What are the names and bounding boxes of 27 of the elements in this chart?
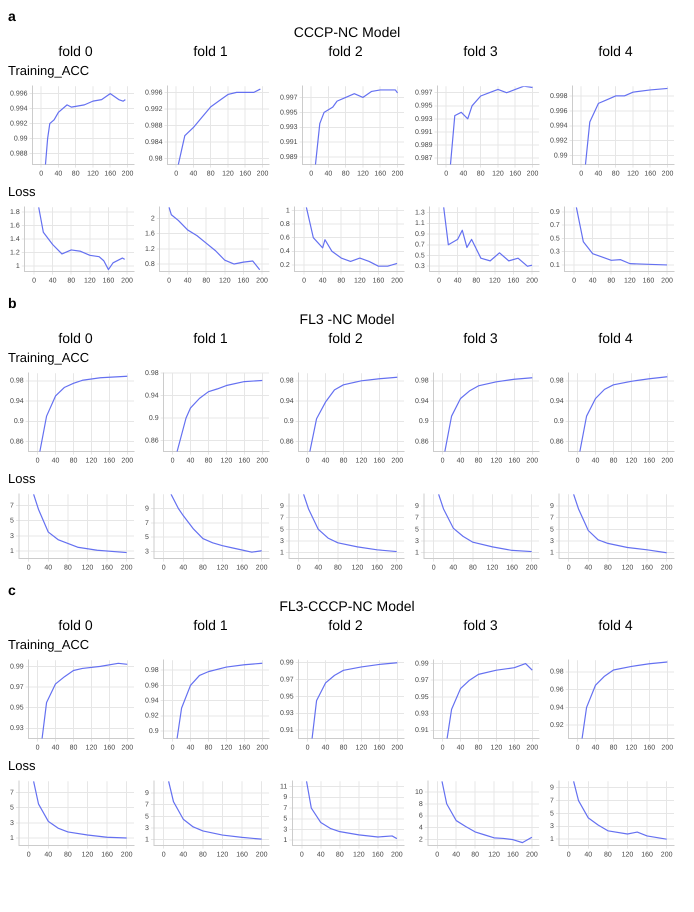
chart-title: fold 2: [327, 43, 364, 61]
y-axis-title: Training_ACC: [8, 63, 90, 80]
chart-title: fold 0: [57, 617, 94, 635]
chart-title: fold 3: [462, 43, 499, 61]
chart-title: fold 0: [57, 43, 94, 61]
chart-title: fold 2: [327, 330, 364, 348]
y-axis-title: Loss: [8, 758, 36, 775]
chart-title: fold 4: [597, 43, 634, 61]
y-axis-title: Training_ACC: [8, 350, 90, 367]
text: FL3-CCCP-NC Model: [278, 598, 416, 616]
chart-title: fold 1: [192, 617, 229, 635]
chart-title: fold 0: [57, 330, 94, 348]
y-axis-title: Loss: [8, 471, 36, 488]
text: FL3 -NC Model: [298, 311, 396, 329]
text: c: [8, 582, 17, 598]
chart-title: fold 3: [462, 617, 499, 635]
chart-title: fold 4: [597, 617, 634, 635]
chart-title: fold 1: [192, 330, 229, 348]
y-axis-title: Training_ACC: [8, 637, 90, 654]
text: CCCP-NC Model: [292, 24, 402, 42]
chart-title: fold 1: [192, 43, 229, 61]
chart-title: fold 3: [462, 330, 499, 348]
text: a: [8, 8, 17, 24]
text: b: [8, 295, 18, 311]
chart-title: fold 2: [327, 617, 364, 635]
chart-title: fold 4: [597, 330, 634, 348]
y-axis-title: Loss: [8, 184, 36, 201]
